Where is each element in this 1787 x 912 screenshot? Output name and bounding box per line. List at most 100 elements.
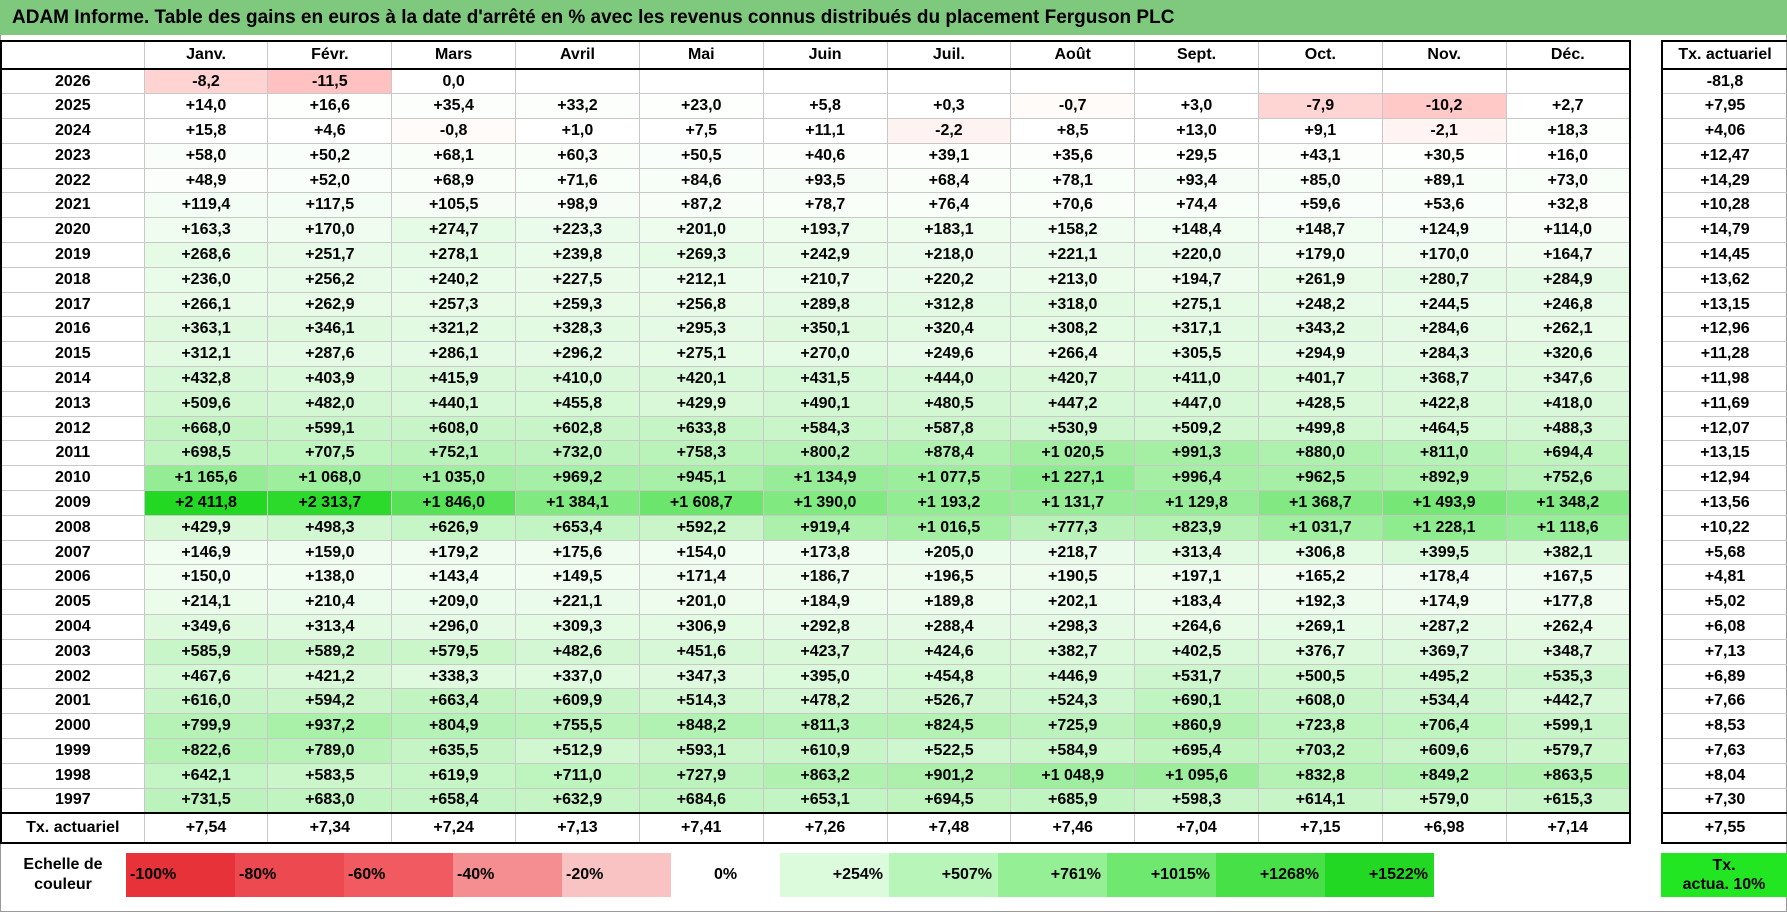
gain-cell: +848,2	[638, 713, 764, 740]
color-scale-swatch: -60%	[344, 853, 453, 897]
gain-cell: +9,1	[1257, 118, 1383, 144]
gain-cell: +683,0	[267, 787, 393, 814]
gain-cell: +193,7	[762, 217, 888, 244]
gain-cell: +197,1	[1134, 564, 1259, 591]
gain-cell: +261,9	[1257, 266, 1383, 293]
gain-cell: +244,5	[1381, 291, 1507, 318]
gain-cell: +251,7	[267, 242, 393, 268]
gain-cell: +117,5	[267, 192, 393, 219]
gain-cell: +165,2	[1257, 564, 1383, 591]
gain-cell: +138,0	[267, 564, 393, 591]
gain-cell: +14,0	[143, 93, 269, 120]
gain-cell: +278,1	[391, 242, 517, 268]
gain-cell: +658,4	[391, 787, 517, 814]
tx-actuariel-cell: +7,63	[1661, 738, 1787, 764]
gain-cell: +1 031,7	[1257, 514, 1383, 541]
tx-actuariel-cell: +14,79	[1661, 217, 1787, 244]
table-row: 2024 +15,8 +4,6 -0,8 +1,0 +7,5 +11,1 -2,2 +8,5 +1…	[0, 118, 1631, 144]
footer-tx-cell: +7,04	[1134, 811, 1259, 844]
gain-cell: +221,1	[515, 589, 640, 616]
gain-cell: +583,5	[267, 762, 393, 789]
color-scale-swatch: -20%	[562, 853, 671, 897]
gain-cell: +804,9	[391, 713, 517, 740]
gain-cell: +221,1	[1010, 242, 1136, 268]
gain-cell: +347,3	[638, 663, 764, 690]
gain-cell: +421,2	[267, 663, 393, 690]
gain-cell: +731,5	[143, 787, 269, 814]
year-cell: 2018	[0, 266, 145, 293]
gain-cell: +451,6	[638, 638, 764, 665]
table-row: 2017 +266,1 +262,9 +257,3 +259,3 +256,8 +289,8…	[0, 291, 1631, 318]
gain-cell: +579,5	[391, 638, 517, 665]
gain-cell: +85,0	[1257, 167, 1383, 194]
gain-cell: +1 048,9	[1010, 762, 1136, 789]
gain-cell: +287,6	[267, 341, 393, 368]
gain-cell: +347,6	[1505, 366, 1631, 392]
table-row: 2011 +698,5 +707,5 +752,1 +732,0 +758,3 +800,2…	[0, 440, 1631, 467]
column-header-month: Mai	[638, 40, 764, 70]
gain-cell: +119,4	[143, 192, 269, 219]
gain-cell: +598,3	[1134, 787, 1259, 814]
gain-cell: +1 608,7	[638, 490, 764, 516]
color-scale-swatch: -80%	[235, 853, 344, 897]
gain-cell: +447,0	[1134, 390, 1259, 417]
gain-cell: +205,0	[886, 539, 1012, 566]
gain-cell: +1 493,9	[1381, 490, 1507, 516]
gain-cell: +350,1	[762, 316, 888, 343]
gain-cell	[886, 68, 1012, 95]
color-scale-swatch: -100%	[126, 853, 235, 897]
table-row: 2008 +429,9 +498,3 +626,9 +653,4 +592,2 +919,4…	[0, 514, 1631, 541]
gain-cell: +442,7	[1505, 688, 1631, 715]
tx-actuariel-cell: +13,15	[1661, 291, 1787, 318]
table-row: 1999 +822,6 +789,0 +635,5 +512,9 +593,1 +610,9…	[0, 738, 1631, 764]
gain-cell: +531,7	[1134, 663, 1259, 690]
gain-cell: +35,6	[1010, 142, 1136, 169]
tx-actuariel-cell: +11,28	[1661, 341, 1787, 368]
color-scale-label: Echelle de couleur	[0, 853, 126, 897]
year-cell: 2011	[0, 440, 145, 467]
gain-cell: +401,7	[1257, 366, 1383, 392]
gain-cell: +824,5	[886, 713, 1012, 740]
table-row: 2004 +349,6 +313,4 +296,0 +309,3 +306,9 +292,8…	[0, 614, 1631, 640]
gain-cell: +171,4	[638, 564, 764, 591]
gain-cell: +599,1	[1505, 713, 1631, 740]
gain-cell: +2 313,7	[267, 490, 393, 516]
gain-cell: +1 384,1	[515, 490, 640, 516]
gain-cell: +642,1	[143, 762, 269, 789]
gain-cell: +446,9	[1010, 663, 1136, 690]
gain-cell: +43,1	[1257, 142, 1383, 169]
corner-cell	[0, 40, 145, 70]
gain-cell: +174,9	[1381, 589, 1507, 616]
tx-actua-legend: Tx. actua. 10%	[1661, 853, 1787, 897]
gain-cell: +4,6	[267, 118, 393, 144]
gain-cell: +695,4	[1134, 738, 1259, 764]
gain-cell: +403,9	[267, 366, 393, 392]
gain-cell: +0,3	[886, 93, 1012, 120]
gain-cell: +589,2	[267, 638, 393, 665]
gain-cell: +428,5	[1257, 390, 1383, 417]
gain-cell: +514,3	[638, 688, 764, 715]
year-cell: 2008	[0, 514, 145, 541]
gain-cell: +296,0	[391, 614, 517, 640]
gain-cell: +945,1	[638, 465, 764, 492]
gain-cell: +823,9	[1134, 514, 1259, 541]
tx-actuariel-cell: +13,62	[1661, 266, 1787, 293]
gain-cell: +202,1	[1010, 589, 1136, 616]
gain-cell: +811,3	[762, 713, 888, 740]
gain-cell: +420,1	[638, 366, 764, 392]
gain-cell: +3,0	[1134, 93, 1259, 120]
gain-cell	[762, 68, 888, 95]
column-header-month: Sept.	[1134, 40, 1259, 70]
tx-actuariel-cell: +12,47	[1661, 142, 1787, 169]
gain-cell: +707,5	[267, 440, 393, 467]
year-cell: 2009	[0, 490, 145, 516]
gain-cell: +1 068,0	[267, 465, 393, 492]
gain-cell: +996,4	[1134, 465, 1259, 492]
gain-cell: +223,3	[515, 217, 640, 244]
column-header-month: Oct.	[1257, 40, 1383, 70]
color-scale-swatch: 0%	[671, 853, 780, 897]
gain-cell: +535,3	[1505, 663, 1631, 690]
gain-cell: +218,0	[886, 242, 1012, 268]
table-row: 2020 +163,3 +170,0 +274,7 +223,3 +201,0 +193,7…	[0, 217, 1631, 244]
gain-cell: +201,0	[638, 217, 764, 244]
